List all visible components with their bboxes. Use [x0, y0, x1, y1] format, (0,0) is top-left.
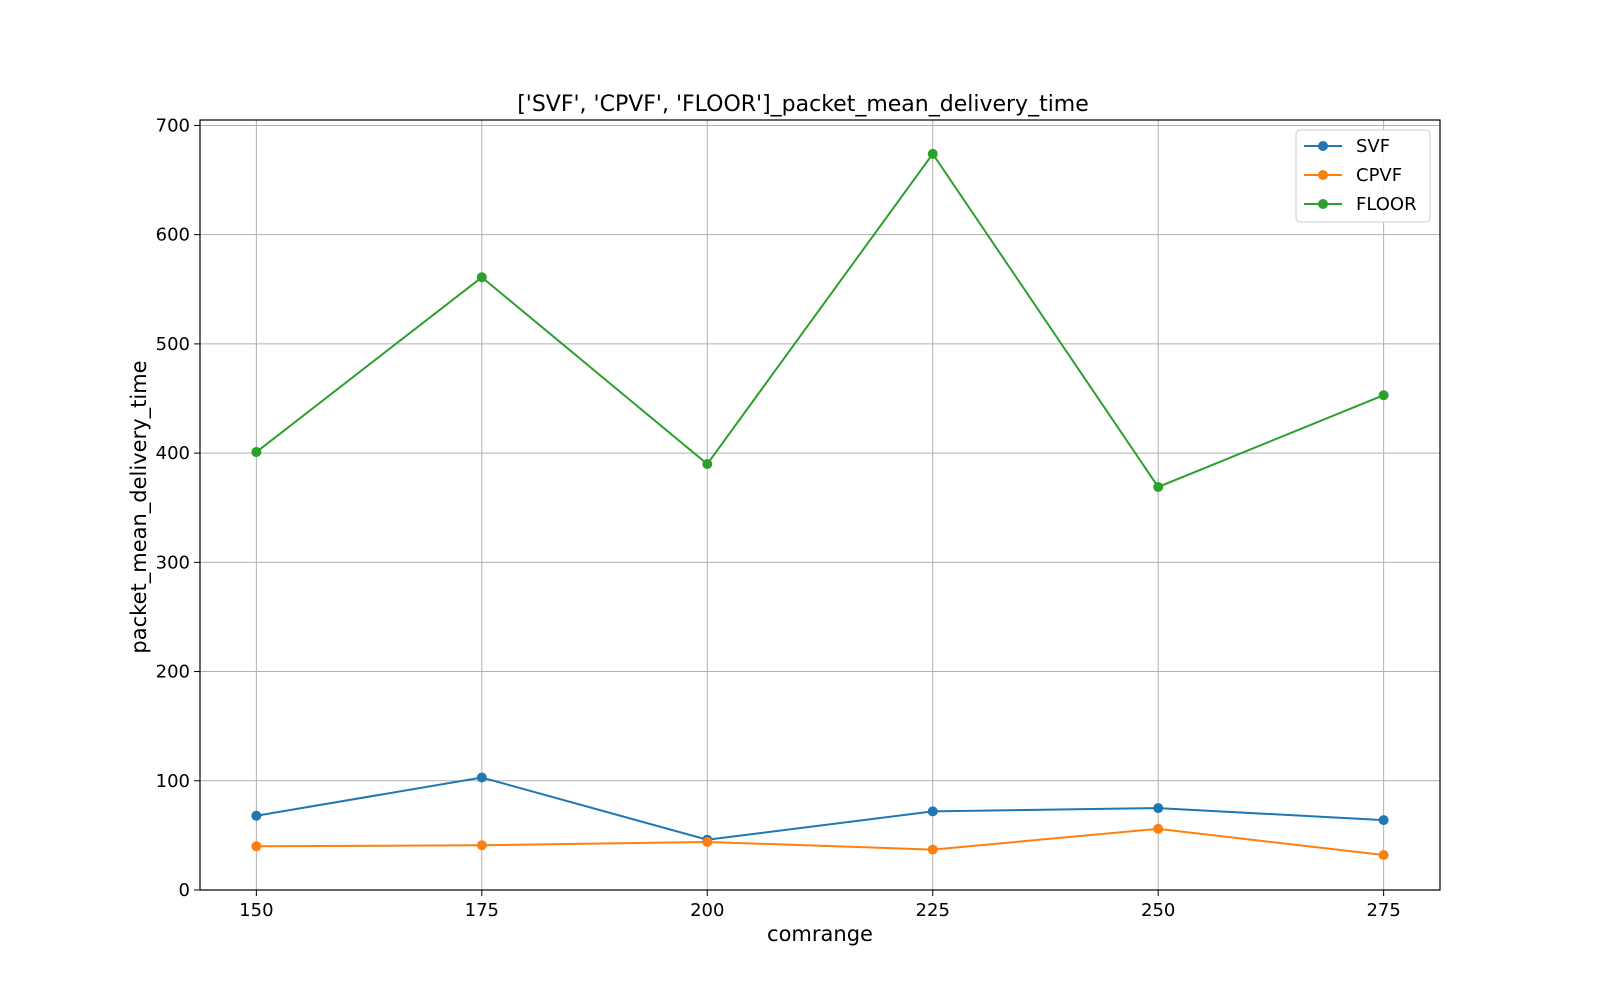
legend: SVF CPVF FLOOR: [1295, 129, 1431, 223]
y-tick-label: 400: [156, 443, 190, 464]
data-point-svf: [927, 806, 938, 817]
data-point-cpvf: [1153, 823, 1164, 834]
x-tick-label: 200: [690, 900, 724, 921]
data-point-svf: [476, 772, 487, 783]
data-point-svf: [1153, 803, 1164, 814]
data-point-cpvf: [927, 844, 938, 855]
data-point-floor: [251, 447, 262, 458]
legend-label-svf: SVF: [1356, 136, 1390, 157]
y-tick-label: 200: [156, 662, 190, 683]
legend-box: [1295, 129, 1431, 223]
x-tick-label: 175: [465, 900, 499, 921]
data-point-cpvf: [476, 840, 487, 851]
data-point-cpvf: [702, 836, 713, 847]
ticks: 150 175 200 225 250 275 0 100 200 300 400 500 600 700: [156, 115, 1401, 921]
data-point-floor: [927, 148, 938, 159]
y-tick-label: 700: [156, 115, 190, 136]
y-tick-label: 500: [156, 334, 190, 355]
series-line-cpvf: [256, 827, 1384, 857]
data-point-floor: [702, 459, 713, 470]
data-point-floor: [476, 272, 487, 283]
series-line-svf: [256, 776, 1384, 841]
legend-marker-svf: [1318, 141, 1328, 151]
chart-title: ['SVF', 'CPVF', 'FLOOR']_packet_mean_del…: [517, 92, 1089, 117]
plot-frame: [199, 119, 1441, 891]
series-layer: [251, 148, 1389, 861]
grid: [200, 120, 1440, 891]
data-point-floor: [1153, 481, 1164, 492]
y-tick-label: 600: [156, 225, 190, 246]
data-point-svf: [251, 810, 262, 821]
y-tick-label: 0: [179, 880, 190, 901]
data-point-floor: [1378, 390, 1389, 401]
x-tick-label: 250: [1141, 900, 1175, 921]
data-point-svf: [1378, 815, 1389, 826]
legend-label-floor: FLOOR: [1356, 194, 1417, 215]
data-point-cpvf: [251, 841, 262, 852]
y-axis-title: packet_mean_delivery_time: [127, 360, 152, 653]
y-tick-label: 100: [156, 771, 190, 792]
legend-marker-floor: [1318, 199, 1328, 209]
series-line-floor: [255, 152, 1385, 489]
y-tick-label: 300: [156, 552, 190, 573]
data-point-cpvf: [1378, 850, 1389, 861]
x-tick-label: 150: [239, 900, 273, 921]
x-axis-title: comrange: [767, 922, 873, 946]
x-tick-label: 275: [1366, 900, 1400, 921]
legend-marker-cpvf: [1318, 170, 1328, 180]
x-tick-label: 225: [916, 900, 950, 921]
legend-label-cpvf: CPVF: [1356, 165, 1402, 186]
